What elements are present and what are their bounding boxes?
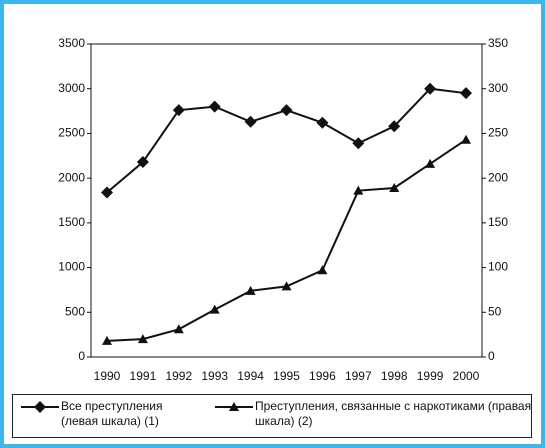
y-tick-label: 2500: [58, 126, 85, 140]
legend-item: Все преступления (левая шкала) (1): [13, 395, 207, 437]
legend-label: Все преступления (левая шкала) (1): [61, 399, 163, 428]
y-tick-label: 2000: [58, 170, 85, 184]
legend: Все преступления (левая шкала) (1) Престу…: [12, 394, 532, 438]
marker: [101, 186, 113, 199]
y2-tick-label: 100: [488, 260, 508, 274]
marker: [352, 137, 365, 150]
y2-tick-label: 200: [488, 170, 508, 184]
y-tick-label: 1000: [58, 260, 85, 274]
legend-swatch: [215, 402, 253, 411]
marker: [388, 120, 401, 133]
marker: [209, 304, 220, 314]
marker: [353, 185, 364, 195]
marker: [280, 104, 293, 117]
marker: [137, 334, 148, 344]
plot-frame: [90, 43, 483, 358]
marker: [316, 116, 329, 129]
marker: [461, 134, 471, 144]
x-tick-label: 1996: [309, 369, 336, 383]
marker: [281, 281, 292, 291]
y-tick-label: 0: [78, 349, 85, 363]
y-tick-label: 500: [65, 304, 85, 318]
marker: [317, 265, 328, 275]
y-tick-label: 3000: [58, 81, 85, 95]
marker: [245, 285, 256, 295]
x-tick-label: 1990: [94, 369, 121, 383]
y2-tick-label: 50: [488, 304, 502, 318]
x-tick-label: 1992: [165, 369, 192, 383]
y-tick-label: 3500: [58, 36, 85, 50]
x-tick-label: 1999: [417, 369, 444, 383]
marker: [425, 158, 436, 168]
y-tick-label: 1500: [58, 215, 85, 229]
legend-swatch: [21, 401, 59, 413]
legend-label: Преступления, связанные с наркотиками (п…: [255, 399, 532, 428]
x-tick-label: 1991: [130, 369, 157, 383]
chart: 0 500 1000 1500 2000 2500 3000 3500 0 50 100 150 200…: [58, 36, 508, 383]
x-tick-label: 1995: [273, 369, 300, 383]
marker: [208, 100, 221, 113]
marker: [424, 82, 437, 95]
marker: [173, 324, 184, 334]
y2-tick-label: 300: [488, 81, 508, 95]
marker: [136, 156, 149, 169]
marker: [102, 335, 112, 345]
y2-tick-label: 150: [488, 215, 508, 229]
y2-tick-label: 0: [488, 349, 495, 363]
marker: [229, 402, 239, 411]
marker: [172, 104, 185, 117]
marker: [460, 87, 472, 100]
x-tick-label: 2000: [453, 369, 480, 383]
legend-item: Преступления, связанные с наркотиками (п…: [207, 395, 541, 437]
x-tick-label: 1997: [345, 369, 372, 383]
y2-tick-label: 350: [488, 36, 508, 50]
marker: [389, 182, 400, 192]
y2-tick-label: 250: [488, 126, 508, 140]
x-tick-label: 1994: [237, 369, 264, 383]
series-line: [106, 138, 467, 342]
x-tick-label: 1998: [381, 369, 408, 383]
x-tick-label: 1993: [201, 369, 228, 383]
marker: [34, 401, 46, 413]
marker: [244, 115, 257, 128]
